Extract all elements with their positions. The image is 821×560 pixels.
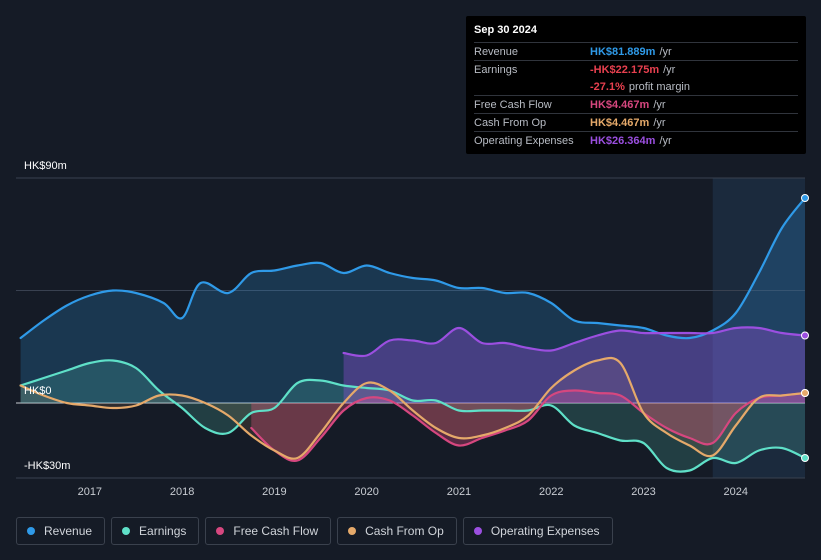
free-cash-flow-line	[250, 389, 807, 462]
operating-expenses-area	[343, 327, 805, 403]
cash-from-op-end-point	[801, 389, 809, 397]
legend-dot-icon	[473, 527, 482, 535]
tooltip-row: -27.1% profit margin	[474, 78, 798, 95]
series-areas	[20, 198, 806, 472]
free-cash-flow-area	[251, 390, 806, 461]
tooltip-row: Operating Expenses HK$26.364m/yr	[474, 131, 798, 149]
tooltip-row-value: -HK$22.175m	[590, 63, 660, 76]
x-axis-labels: 2017 2018 2019 2020 2021 2022 2023 2024	[78, 486, 748, 498]
legend-label: Revenue	[44, 524, 93, 538]
legend-item-revenue[interactable]: Revenue	[16, 517, 106, 545]
legend-item-cash-from-op[interactable]: Cash From Op	[337, 517, 457, 545]
tooltip-row-value: HK$4.467m	[590, 116, 650, 129]
tooltip-row-unit: /yr	[663, 63, 676, 76]
legend-item-earnings[interactable]: Earnings	[111, 517, 200, 545]
tooltip-row-label: Free Cash Flow	[474, 98, 552, 111]
y-tick-label: HK$90m	[24, 160, 67, 172]
tooltip-row-unit: /yr	[659, 134, 672, 147]
series-lines	[19, 196, 807, 473]
tooltip-row-value: HK$26.364m	[590, 134, 656, 147]
tooltip-row-label: Cash From Op	[474, 116, 547, 129]
y-axis-labels: HK$90m HK$0 -HK$30m	[24, 160, 70, 472]
tooltip-date: Sep 30 2024	[474, 24, 537, 36]
tooltip-row-unit: profit margin	[628, 80, 690, 93]
y-tick-label: -HK$30m	[24, 460, 70, 472]
revenue-end-point	[801, 194, 809, 202]
tooltip-rows: Revenue HK$81.889m/yr Earnings -HK$22.175m /…	[474, 42, 798, 149]
cash-from-op-area	[20, 357, 806, 459]
tooltip-row-unit: /yr	[653, 116, 666, 129]
x-tick-label: 2022	[539, 486, 563, 498]
gridlines	[16, 177, 805, 479]
legend: Revenue Earnings Free Cash Flow Cash From O…	[16, 517, 613, 545]
cash-from-op-line	[19, 356, 807, 460]
tooltip-row-unit: /yr	[653, 98, 666, 111]
tooltip-row-unit: /yr	[659, 45, 672, 58]
tooltip-row: Free Cash Flow HK$4.467m/yr	[474, 95, 798, 113]
tooltip-row-label: Revenue	[474, 45, 519, 58]
tooltip-row: Revenue HK$81.889m/yr	[474, 42, 798, 60]
tooltip-row-label: Earnings	[474, 63, 518, 76]
legend-dot-icon	[216, 527, 225, 535]
earnings-line	[19, 359, 807, 473]
operating-expenses-line	[342, 326, 807, 358]
x-tick-label: 2017	[78, 486, 102, 498]
x-tick-label: 2019	[262, 486, 286, 498]
tooltip-panel: Sep 30 2024 Revenue HK$81.889m/yr Earnings…	[466, 16, 806, 154]
x-tick-label: 2018	[170, 486, 194, 498]
y-tick-label: HK$0	[24, 385, 52, 397]
legend-label: Operating Expenses	[490, 524, 600, 538]
revenue-line	[19, 196, 807, 340]
legend-label: Cash From Op	[365, 524, 444, 538]
x-tick-label: 2024	[724, 486, 748, 498]
revenue-area	[20, 198, 806, 403]
tooltip-row-value: HK$81.889m	[590, 45, 656, 58]
legend-dot-icon	[348, 527, 357, 535]
tooltip-row: Cash From Op HK$4.467m/yr	[474, 113, 798, 131]
tooltip-row-label: Operating Expenses	[474, 134, 574, 147]
legend-dot-icon	[27, 527, 35, 535]
series-end-markers	[801, 194, 809, 462]
tooltip-row-value: -27.1%	[590, 80, 625, 93]
x-tick-label: 2023	[631, 486, 655, 498]
tooltip-row: Earnings -HK$22.175m/yr	[474, 60, 798, 78]
x-tick-label: 2021	[447, 486, 471, 498]
legend-dot-icon	[122, 527, 131, 535]
tooltip-row-value: HK$4.467m	[590, 98, 650, 111]
legend-label: Earnings	[139, 524, 187, 538]
x-tick-label: 2020	[354, 486, 378, 498]
operating-expenses-end-point	[801, 331, 809, 340]
earnings-end-point	[801, 454, 809, 462]
legend-label: Free Cash Flow	[233, 524, 319, 538]
legend-item-free-cash-flow[interactable]: Free Cash Flow	[205, 517, 332, 545]
legend-item-operating-expenses[interactable]: Operating Expenses	[462, 517, 613, 545]
